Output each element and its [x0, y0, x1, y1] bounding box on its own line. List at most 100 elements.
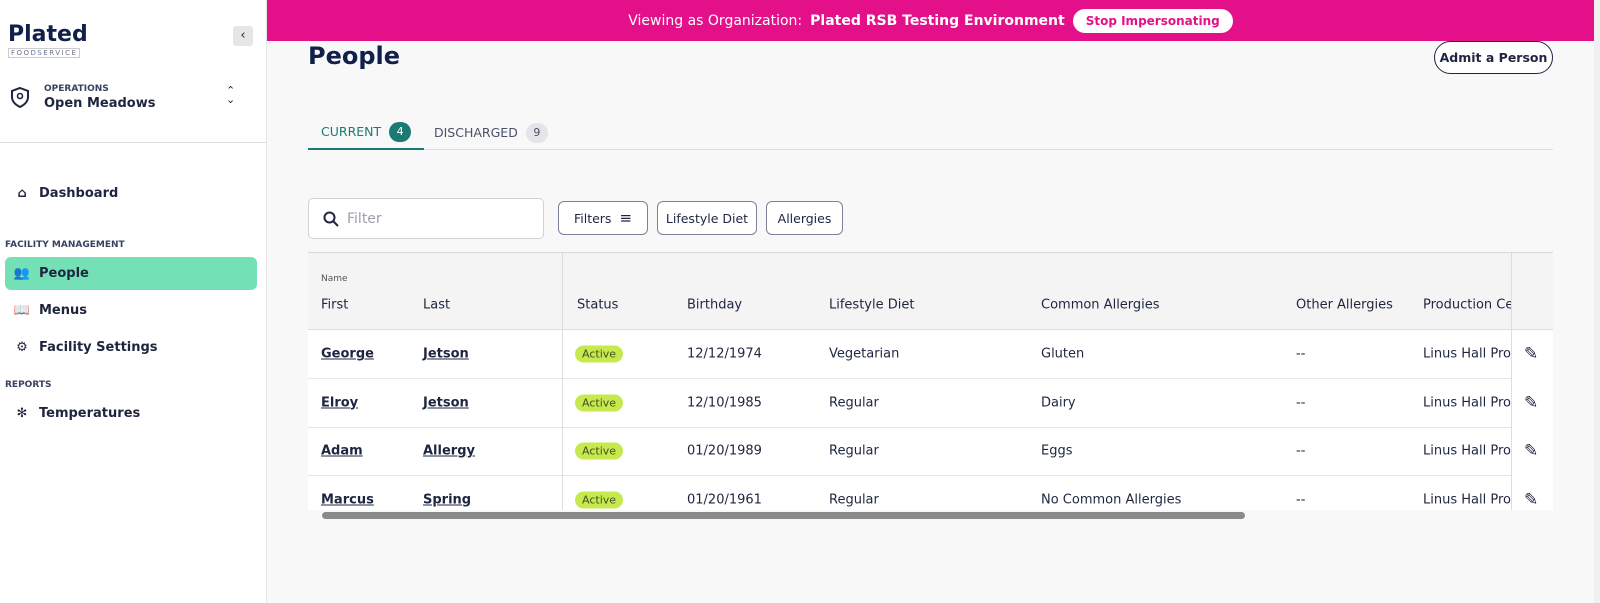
- table-cell: 01/20/1989: [687, 443, 762, 459]
- table-cell: Linus Hall Produ: [1423, 443, 1528, 459]
- status-pill: Active: [575, 394, 624, 411]
- status-pill: Active: [575, 442, 624, 460]
- table-cell: No Common Allergies: [1041, 492, 1182, 507]
- section-heading: FACILITY MANAGEMENT: [5, 240, 125, 250]
- filter-button-label: Allergies: [777, 210, 832, 226]
- edit-button[interactable]: ✎: [1524, 392, 1539, 413]
- table-cell: Regular: [829, 443, 879, 459]
- banner-org: Plated RSB Testing Environment: [810, 12, 1065, 29]
- section-heading: REPORTS: [5, 380, 52, 390]
- table-cell: Eggs: [1041, 443, 1073, 459]
- tab-label: DISCHARGED: [434, 125, 518, 140]
- name-link[interactable]: George: [321, 346, 374, 362]
- filter-icon: ≡: [619, 209, 633, 227]
- action-column: ✎ ✎ ✎ ✎: [1511, 253, 1553, 510]
- name-link[interactable]: Adam: [321, 443, 363, 459]
- name-link[interactable]: Allergy: [423, 443, 475, 459]
- column-header: Lifestyle Diet: [829, 297, 915, 313]
- column-header: First: [321, 297, 349, 313]
- nav-icon: ✻: [16, 406, 28, 421]
- nav-item[interactable]: ⌂ Dashboard: [5, 177, 257, 210]
- filter-button-label: Filters: [573, 210, 612, 226]
- nav-label: Menus: [39, 303, 88, 318]
- tab[interactable]: CURRENT 4: [308, 115, 425, 150]
- name-link[interactable]: Marcus: [321, 492, 374, 507]
- tab[interactable]: DISCHARGED 9: [421, 115, 561, 150]
- collapse-button[interactable]: ‹: [233, 26, 253, 46]
- table-cell: Gluten: [1041, 346, 1085, 362]
- scroll-thumb[interactable]: [322, 512, 1245, 519]
- horizontal-scrollbar: [312, 511, 1552, 519]
- filter-button[interactable]: Filters ≡: [558, 201, 648, 235]
- nav-item[interactable]: ✻ Temperatures: [5, 397, 257, 430]
- column-header: Status: [577, 297, 619, 313]
- people-table: Name First Last Status Birthday Lifestyle Di…: [308, 252, 1553, 510]
- search-icon: [323, 211, 339, 227]
- tabs-divider: [308, 149, 1553, 150]
- nav-item[interactable]: ⚙ Facility Settings: [5, 331, 257, 364]
- divider: [0, 142, 267, 143]
- table-cell: 12/12/1974: [687, 346, 762, 362]
- nav-label: Dashboard: [39, 186, 119, 201]
- nav-label: Temperatures: [39, 406, 141, 421]
- filter-placeholder: Filter: [347, 210, 382, 227]
- context-label: OPERATIONS: [44, 84, 109, 94]
- shield-icon: [11, 86, 29, 108]
- nav-label: People: [39, 266, 89, 281]
- edit-button[interactable]: ✎: [1524, 441, 1539, 461]
- table-cell: 12/10/1985: [687, 395, 762, 410]
- tab-count: 4: [389, 121, 412, 142]
- table-cell: Linus Hall Produ: [1423, 492, 1528, 507]
- filter-button[interactable]: Allergies: [766, 201, 843, 235]
- edit-button[interactable]: ✎: [1524, 489, 1539, 510]
- table-cell: --: [1296, 492, 1306, 507]
- column-header: Production Cen: [1423, 297, 1522, 313]
- banner-prefix: Viewing as Organization:: [628, 12, 803, 29]
- admit-button[interactable]: Admit a Person: [1434, 41, 1553, 74]
- column-divider: [562, 253, 563, 510]
- status-pill: Active: [575, 345, 624, 363]
- filter-button[interactable]: Lifestyle Diet: [657, 201, 757, 235]
- row-divider: [308, 475, 1511, 476]
- tab-label: CURRENT: [321, 124, 382, 139]
- nav-icon: ⌂: [17, 186, 27, 201]
- table-cell: Vegetarian: [829, 346, 900, 362]
- table-cell: --: [1296, 395, 1306, 410]
- name-link[interactable]: Jetson: [423, 395, 469, 410]
- context-switch[interactable]: ⌃ ⌄: [226, 84, 236, 106]
- tab-count: 9: [525, 122, 548, 143]
- page-title: People: [308, 42, 401, 70]
- row-divider: [308, 426, 1511, 428]
- nav-label: Facility Settings: [39, 340, 158, 355]
- table-cell: --: [1296, 443, 1306, 459]
- nav-icon: 👥: [13, 266, 31, 281]
- nav-item[interactable]: 👥 People: [5, 257, 257, 290]
- column-header: Last: [423, 297, 451, 313]
- row-divider: [308, 378, 1511, 379]
- nav-icon: 📖: [13, 303, 31, 318]
- column-header: Common Allergies: [1041, 297, 1160, 313]
- name-link[interactable]: Elroy: [321, 395, 359, 410]
- filter-button-label: Lifestyle Diet: [665, 210, 749, 226]
- edit-button[interactable]: ✎: [1524, 344, 1539, 364]
- status-pill: Active: [575, 491, 624, 508]
- table-cell: --: [1296, 346, 1306, 362]
- filter-input[interactable]: Filter: [308, 198, 544, 239]
- nav-item[interactable]: 📖 Menus: [5, 294, 257, 327]
- stop-impersonating-button[interactable]: Stop Impersonating: [1072, 8, 1233, 33]
- table-cell: Linus Hall Produ: [1423, 395, 1528, 410]
- name-group-label: Name: [321, 274, 348, 284]
- name-link[interactable]: Spring: [423, 492, 472, 507]
- table-cell: Regular: [829, 395, 879, 410]
- table-header: [308, 253, 1553, 330]
- table-cell: 01/20/1961: [687, 492, 762, 507]
- impersonation-banner: Viewing as Organization: Plated RSB Test…: [267, 0, 1594, 41]
- column-header: Birthday: [687, 297, 743, 313]
- name-link[interactable]: Jetson: [423, 346, 469, 362]
- table-cell: Dairy: [1041, 395, 1076, 410]
- column-header: Other Allergies: [1296, 297, 1393, 313]
- nav-icon: ⚙: [16, 340, 28, 355]
- logo-sub: FOODSERVICE: [8, 48, 81, 58]
- logo: Plated: [8, 22, 88, 47]
